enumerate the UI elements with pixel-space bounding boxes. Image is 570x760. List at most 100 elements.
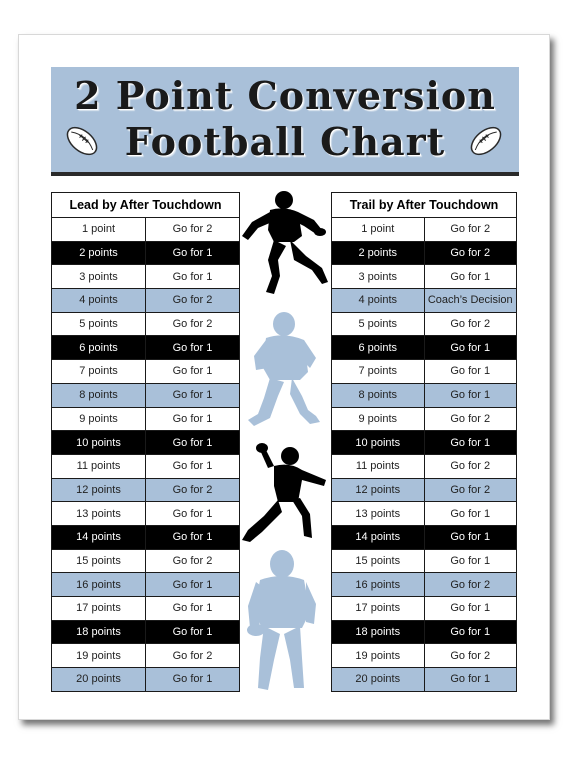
points-cell: 13 points bbox=[331, 501, 425, 526]
table-row: 17 points Go for 1 bbox=[331, 596, 517, 621]
points-cell: 18 points bbox=[331, 619, 425, 645]
action-cell: Go for 1 bbox=[145, 524, 240, 550]
points-cell: 16 points bbox=[51, 572, 146, 597]
points-cell: 9 points bbox=[331, 406, 425, 432]
trail-table-header: Trail by After Touchdown bbox=[331, 192, 517, 218]
action-cell: Go for 2 bbox=[423, 477, 517, 503]
table-row: 19 points Go for 2 bbox=[331, 643, 517, 669]
points-cell: 10 points bbox=[51, 430, 146, 455]
action-cell: Go for 1 bbox=[145, 430, 240, 455]
points-cell: 7 points bbox=[331, 359, 425, 384]
points-cell: 19 points bbox=[331, 643, 425, 669]
points-cell: 4 points bbox=[331, 288, 425, 313]
table-row: 3 points Go for 1 bbox=[51, 264, 240, 290]
table-row: 10 points Go for 1 bbox=[331, 430, 517, 455]
title-line-2: Football Chart bbox=[124, 119, 446, 164]
table-row: 7 points Go for 1 bbox=[331, 359, 517, 384]
table-row: 16 points Go for 2 bbox=[331, 572, 517, 597]
table-row: 16 points Go for 1 bbox=[51, 572, 240, 597]
table-row: 6 points Go for 1 bbox=[51, 335, 240, 361]
action-cell: Go for 1 bbox=[423, 667, 517, 692]
action-cell: Go for 2 bbox=[423, 643, 517, 669]
table-row: 18 points Go for 1 bbox=[331, 619, 517, 645]
action-cell: Go for 1 bbox=[145, 596, 240, 621]
action-cell: Go for 2 bbox=[145, 548, 240, 574]
title-line-1: 2 Point Conversion bbox=[74, 73, 496, 118]
table-row: 20 points Go for 1 bbox=[51, 667, 240, 692]
action-cell: Go for 1 bbox=[145, 382, 240, 408]
table-row: 13 points Go for 1 bbox=[51, 501, 240, 526]
points-cell: 7 points bbox=[51, 359, 146, 384]
player-silhouette bbox=[242, 443, 326, 542]
points-cell: 6 points bbox=[51, 335, 146, 361]
action-cell: Go for 1 bbox=[145, 619, 240, 645]
table-row: 15 points Go for 2 bbox=[51, 548, 240, 574]
title-banner: 2 Point Conversion Football Chart bbox=[51, 67, 519, 176]
action-cell: Go for 1 bbox=[145, 335, 240, 361]
action-cell: Go for 1 bbox=[423, 619, 517, 645]
table-row: 2 points Go for 1 bbox=[51, 240, 240, 266]
action-cell: Go for 2 bbox=[423, 453, 517, 479]
points-cell: 18 points bbox=[51, 619, 146, 645]
table-row: 1 point Go for 2 bbox=[331, 217, 517, 242]
football-icon bbox=[470, 126, 502, 156]
points-cell: 6 points bbox=[331, 335, 425, 361]
table-row: 14 points Go for 1 bbox=[331, 524, 517, 550]
points-cell: 12 points bbox=[51, 477, 146, 503]
action-cell: Go for 2 bbox=[145, 217, 240, 242]
action-cell: Go for 1 bbox=[145, 501, 240, 526]
action-cell: Coach’s Decision bbox=[423, 288, 517, 313]
table-row: 19 points Go for 2 bbox=[51, 643, 240, 669]
points-cell: 15 points bbox=[51, 548, 146, 574]
points-cell: 8 points bbox=[51, 382, 146, 408]
points-cell: 12 points bbox=[331, 477, 425, 503]
points-cell: 2 points bbox=[51, 240, 146, 266]
action-cell: Go for 1 bbox=[423, 335, 517, 361]
table-row: 5 points Go for 2 bbox=[51, 311, 240, 337]
action-cell: Go for 1 bbox=[145, 572, 240, 597]
table-row: 9 points Go for 1 bbox=[51, 406, 240, 432]
player-silhouette bbox=[242, 191, 328, 294]
action-cell: Go for 1 bbox=[145, 406, 240, 432]
points-cell: 20 points bbox=[51, 667, 146, 692]
action-cell: Go for 1 bbox=[423, 430, 517, 455]
action-cell: Go for 2 bbox=[145, 311, 240, 337]
points-cell: 19 points bbox=[51, 643, 146, 669]
points-cell: 17 points bbox=[51, 596, 146, 621]
player-silhouette bbox=[247, 550, 316, 690]
football-icon bbox=[66, 126, 98, 156]
action-cell: Go for 1 bbox=[145, 264, 240, 290]
points-cell: 9 points bbox=[51, 406, 146, 432]
points-cell: 8 points bbox=[331, 382, 425, 408]
table-row: 11 points Go for 1 bbox=[51, 453, 240, 479]
table-row: 3 points Go for 1 bbox=[331, 264, 517, 290]
table-row: 12 points Go for 2 bbox=[51, 477, 240, 503]
table-row: 14 points Go for 1 bbox=[51, 524, 240, 550]
action-cell: Go for 2 bbox=[145, 288, 240, 313]
action-cell: Go for 2 bbox=[145, 643, 240, 669]
action-cell: Go for 1 bbox=[423, 548, 517, 574]
points-cell: 17 points bbox=[331, 596, 425, 621]
table-row: 12 points Go for 2 bbox=[331, 477, 517, 503]
points-cell: 16 points bbox=[331, 572, 425, 597]
action-cell: Go for 1 bbox=[423, 382, 517, 408]
table-row: 4 points Coach’s Decision bbox=[331, 288, 517, 313]
table-row: 8 points Go for 1 bbox=[331, 382, 517, 408]
table-row: 6 points Go for 1 bbox=[331, 335, 517, 361]
action-cell: Go for 1 bbox=[145, 359, 240, 384]
table-row: 13 points Go for 1 bbox=[331, 501, 517, 526]
action-cell: Go for 1 bbox=[423, 596, 517, 621]
table-row: 10 points Go for 1 bbox=[51, 430, 240, 455]
points-cell: 10 points bbox=[331, 430, 425, 455]
points-cell: 4 points bbox=[51, 288, 146, 313]
table-row: 9 points Go for 2 bbox=[331, 406, 517, 432]
action-cell: Go for 2 bbox=[423, 572, 517, 597]
points-cell: 14 points bbox=[51, 524, 146, 550]
action-cell: Go for 1 bbox=[423, 359, 517, 384]
points-cell: 15 points bbox=[331, 548, 425, 574]
action-cell: Go for 1 bbox=[423, 501, 517, 526]
points-cell: 2 points bbox=[331, 240, 425, 266]
table-row: 5 points Go for 2 bbox=[331, 311, 517, 337]
action-cell: Go for 1 bbox=[145, 667, 240, 692]
